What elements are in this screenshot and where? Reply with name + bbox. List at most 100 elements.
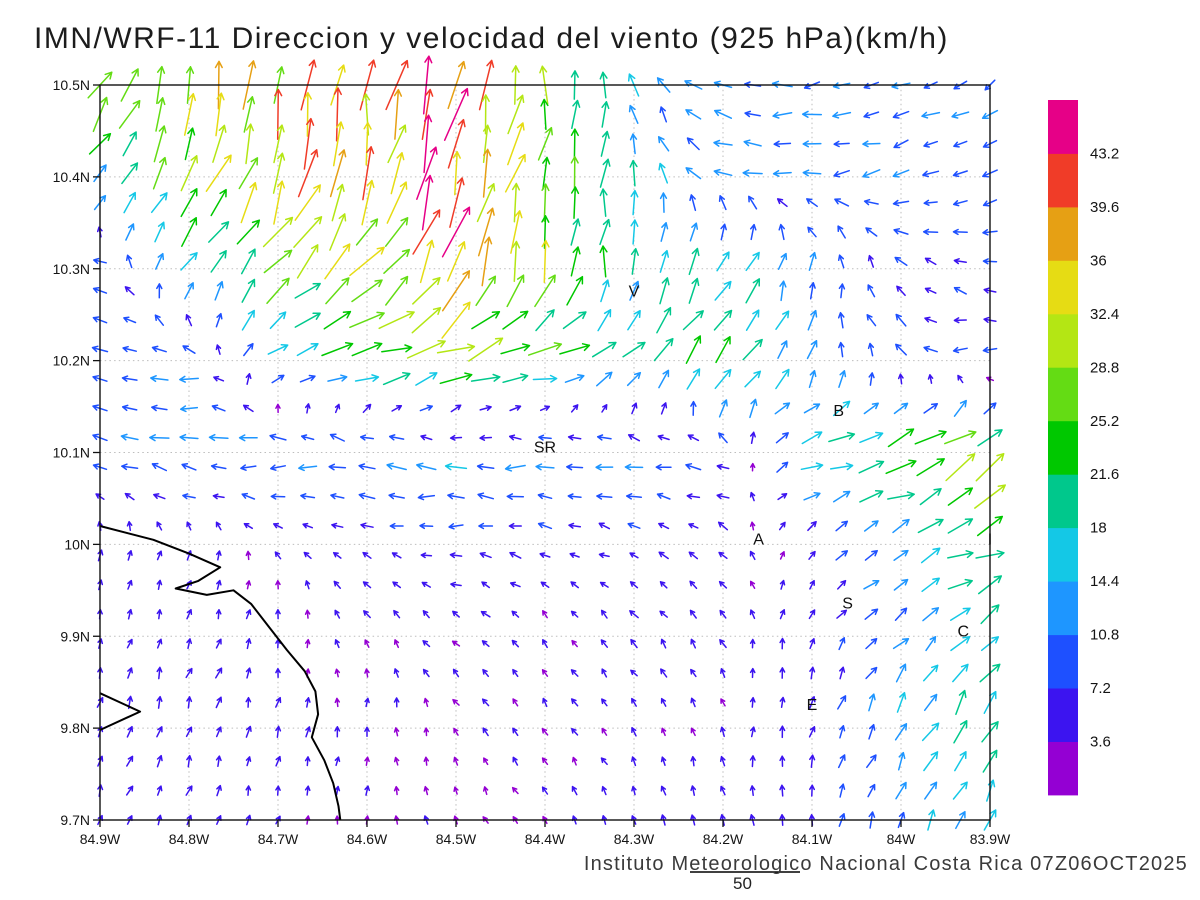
wind-arrow xyxy=(296,343,319,357)
wind-arrow xyxy=(416,146,438,200)
wind-arrow xyxy=(482,727,489,737)
wind-arrow xyxy=(599,245,608,278)
wind-arrow xyxy=(922,170,940,178)
wind-arrow xyxy=(330,493,345,500)
wind-arrow xyxy=(245,609,252,620)
wind-arrow xyxy=(423,697,429,708)
colorbar-segment xyxy=(1048,206,1078,261)
wind-arrow xyxy=(420,552,433,559)
wind-arrow xyxy=(121,162,139,185)
wind-arrow xyxy=(241,278,256,303)
wind-arrow xyxy=(180,252,198,271)
wind-arrow xyxy=(947,518,974,534)
wind-arrow xyxy=(659,192,668,213)
wind-arrow xyxy=(385,275,409,306)
wind-arrow xyxy=(185,726,193,738)
station-label: A xyxy=(753,531,764,548)
wind-arrow xyxy=(832,400,851,417)
wind-arrow xyxy=(540,98,549,131)
wind-arrow xyxy=(955,689,967,716)
wind-arrow xyxy=(334,697,341,708)
wind-arrow xyxy=(892,638,910,650)
wind-arrow xyxy=(208,433,229,442)
wind-arrow xyxy=(534,274,556,308)
wind-arrow xyxy=(808,609,816,620)
wind-arrow xyxy=(329,433,345,442)
wind-arrow xyxy=(809,754,816,768)
wind-arrow xyxy=(749,223,757,241)
colorbar-segment xyxy=(1048,313,1078,368)
x-tick-label: 84.3W xyxy=(614,831,655,847)
wind-arrow xyxy=(421,88,434,141)
wind-arrow xyxy=(630,669,638,677)
wind-arrow xyxy=(629,552,639,559)
wind-arrow xyxy=(482,668,490,678)
wind-arrow xyxy=(481,581,491,589)
wind-arrow xyxy=(743,139,762,147)
wind-arrow xyxy=(885,459,917,475)
wind-arrow xyxy=(688,277,700,304)
wind-arrow xyxy=(185,785,193,796)
wind-arrow xyxy=(866,754,877,769)
wind-arrow xyxy=(333,580,342,589)
wind-arrow xyxy=(243,96,256,133)
wind-arrow xyxy=(153,493,166,500)
wind-arrow xyxy=(154,314,165,326)
wind-arrow xyxy=(151,345,167,353)
colorbar-segment xyxy=(1048,581,1078,636)
wind-arrow xyxy=(627,309,641,331)
wind-arrow xyxy=(865,666,878,680)
wind-arrow xyxy=(126,755,134,767)
wind-arrow xyxy=(423,756,430,766)
wind-arrow xyxy=(241,492,256,500)
wind-arrow xyxy=(332,121,345,167)
wind-arrow xyxy=(924,316,938,323)
wind-arrow xyxy=(713,139,733,147)
wind-arrow xyxy=(838,637,846,651)
wind-arrow xyxy=(892,169,910,178)
y-tick-label: 9.9N xyxy=(60,628,90,644)
wind-arrow xyxy=(245,696,252,708)
wind-arrow xyxy=(242,404,254,413)
x-tick-label: 84.1W xyxy=(792,831,833,847)
wind-arrow xyxy=(444,462,468,471)
wind-arrow xyxy=(393,639,400,649)
wind-arrow xyxy=(626,371,642,387)
wind-arrow xyxy=(570,698,579,707)
wind-arrow xyxy=(386,462,407,471)
wind-arrow xyxy=(215,638,222,649)
wind-arrow xyxy=(245,373,252,385)
wind-arrow xyxy=(952,228,968,236)
colorbar-label: 7.2 xyxy=(1090,680,1111,697)
wind-arrow xyxy=(562,311,587,330)
wind-arrow xyxy=(714,280,732,301)
wind-arrow xyxy=(559,343,591,355)
wind-arrow xyxy=(156,283,163,299)
wind-arrow xyxy=(690,727,696,737)
wind-arrow xyxy=(656,492,671,500)
wind-arrow xyxy=(389,522,404,530)
wind-arrow xyxy=(809,666,816,680)
wind-arrow xyxy=(718,580,728,589)
wind-arrow xyxy=(267,343,289,355)
wind-arrow xyxy=(944,430,977,445)
wind-arrow xyxy=(954,751,967,772)
wind-arrow xyxy=(245,123,255,165)
wind-arrow xyxy=(893,578,909,591)
wind-arrow xyxy=(476,463,495,471)
wind-arrow xyxy=(541,183,550,222)
wind-arrow xyxy=(156,695,163,709)
wind-arrow xyxy=(303,551,312,560)
wind-arrow xyxy=(744,370,762,388)
wind-arrow xyxy=(386,181,408,224)
wind-arrow xyxy=(630,189,639,216)
wind-arrow xyxy=(807,520,817,532)
wind-arrow xyxy=(659,249,670,273)
wind-arrow xyxy=(127,550,133,561)
wind-arrow xyxy=(482,124,492,164)
wind-arrow xyxy=(542,156,551,190)
wind-arrow xyxy=(714,368,732,390)
wind-arrow xyxy=(952,170,968,178)
wind-arrow xyxy=(921,722,940,742)
station-label: C xyxy=(958,623,970,640)
